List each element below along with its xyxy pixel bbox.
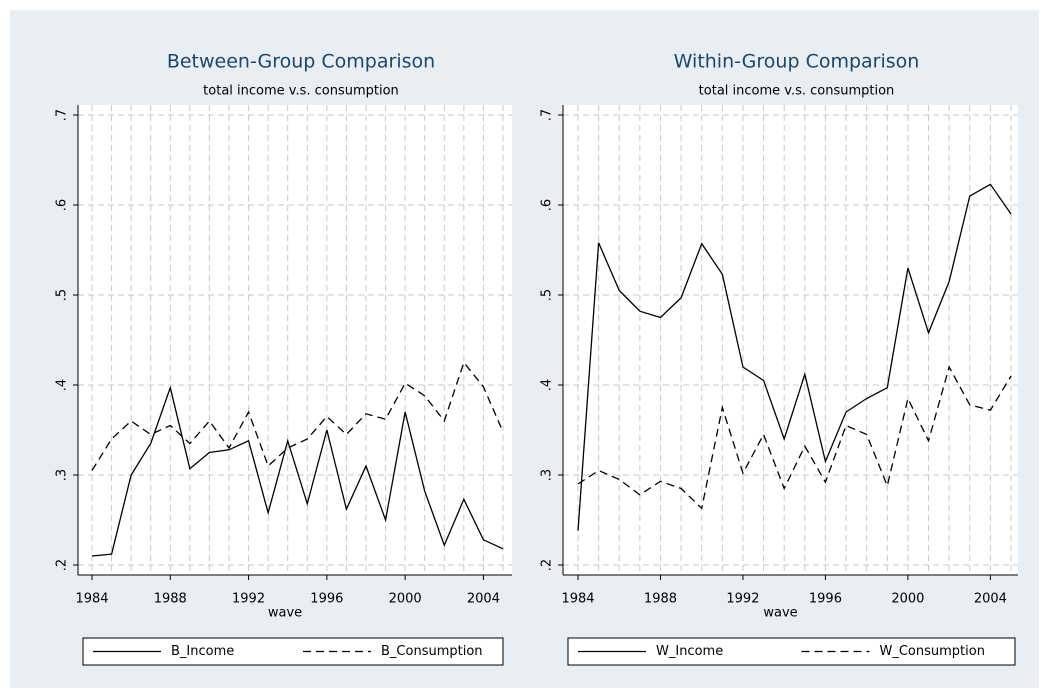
x-tick-label: 1996	[310, 592, 343, 607]
plot-region	[78, 105, 512, 575]
x-tick-label: 1992	[726, 592, 759, 607]
y-tick-label: .7	[55, 109, 70, 121]
legend-label: W_Consumption	[880, 644, 985, 659]
x-tick-label: 2000	[389, 592, 422, 607]
line-series	[577, 183, 1012, 531]
line-series	[577, 365, 1012, 510]
legend-label: B_Consumption	[381, 644, 483, 659]
x-tick-label: 2000	[891, 592, 924, 607]
x-tick-label: 1988	[644, 592, 677, 607]
chart-subtitle: total income v.s. consumption	[699, 84, 895, 99]
x-axis-label: wave	[268, 606, 302, 621]
x-tick-label: 1988	[154, 592, 187, 607]
chart-title: Between-Group Comparison	[167, 51, 435, 73]
y-tick-label: .5	[55, 289, 70, 301]
x-tick-label: 1984	[75, 592, 108, 607]
y-tick-label: .2	[540, 559, 555, 571]
x-tick-label: 2004	[467, 592, 500, 607]
y-tick-label: .2	[55, 559, 70, 571]
legend-label: B_Income	[171, 644, 234, 659]
chart-subtitle: total income v.s. consumption	[203, 84, 399, 99]
x-tick-label: 1992	[232, 592, 265, 607]
y-tick-label: .4	[540, 379, 555, 391]
y-tick-label: .3	[540, 469, 555, 481]
y-tick-label: .4	[55, 379, 70, 391]
y-tick-label: .5	[540, 289, 555, 301]
x-tick-label: 1984	[561, 592, 594, 607]
plot-region	[563, 105, 1018, 575]
x-tick-label: 1996	[809, 592, 842, 607]
line-series	[91, 361, 504, 471]
y-tick-label: .6	[540, 199, 555, 211]
y-tick-label: .3	[55, 469, 70, 481]
y-tick-label: .7	[540, 109, 555, 121]
x-tick-label: 2004	[974, 592, 1007, 607]
line-series	[91, 385, 504, 557]
y-tick-label: .6	[55, 199, 70, 211]
chart-title: Within-Group Comparison	[674, 51, 920, 73]
x-axis-label: wave	[763, 606, 797, 621]
legend-label: W_Income	[656, 644, 723, 659]
